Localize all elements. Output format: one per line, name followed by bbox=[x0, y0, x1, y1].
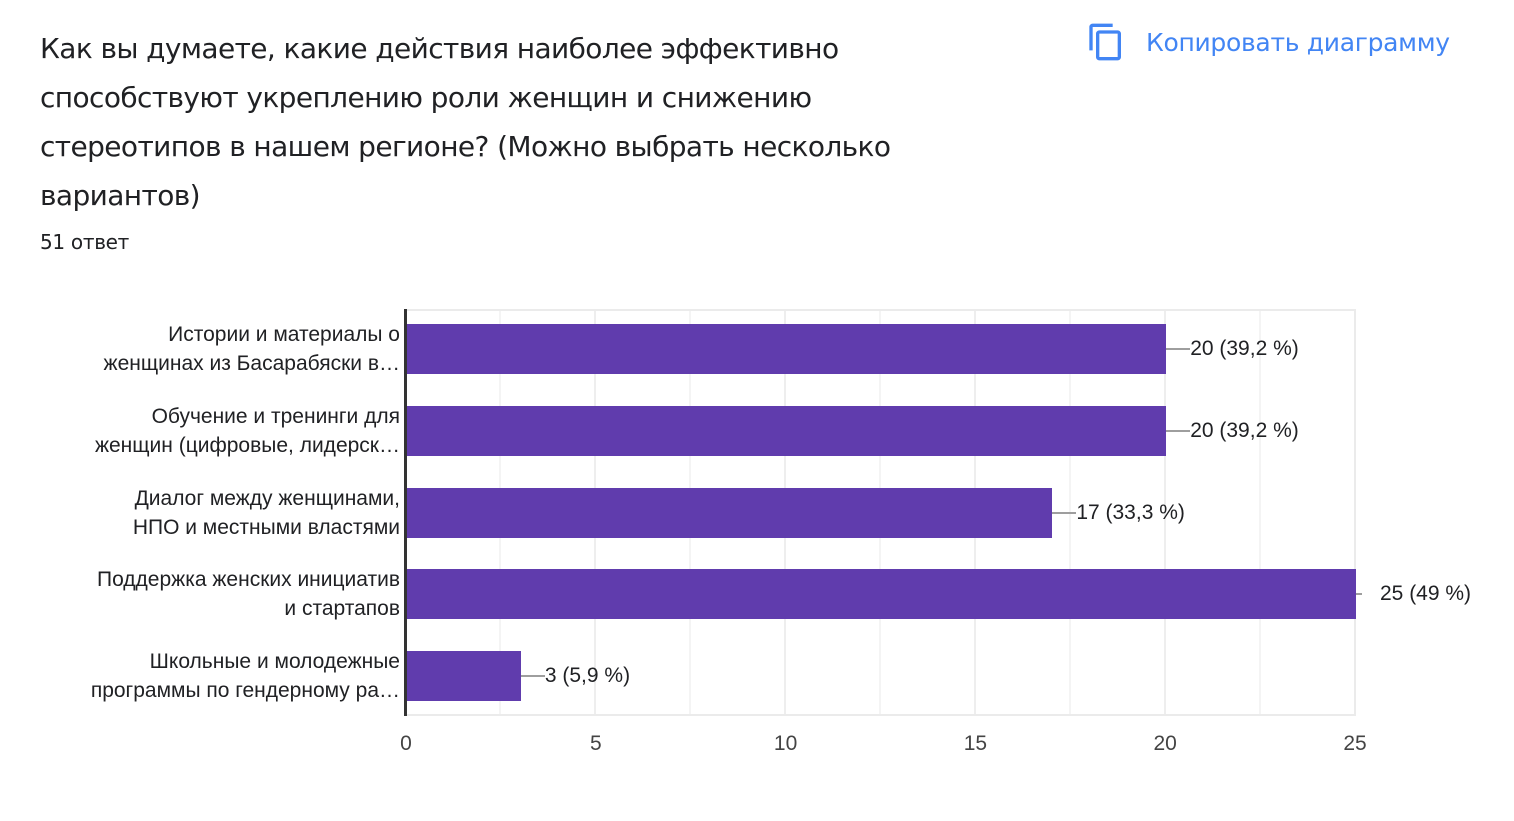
label-connector bbox=[1166, 348, 1191, 350]
x-tick-label: 10 bbox=[773, 732, 798, 755]
question-title: Как вы думаете, какие действия наиболее … bbox=[40, 32, 891, 212]
gridline bbox=[1259, 311, 1261, 714]
x-tick-label: 15 bbox=[963, 732, 988, 755]
label-connector bbox=[1166, 430, 1191, 432]
copy-chart-label: Копировать диаграмму bbox=[1146, 27, 1450, 57]
x-tick-label: 5 bbox=[589, 732, 602, 755]
x-tick-label: 0 bbox=[400, 732, 412, 755]
bar[interactable] bbox=[407, 488, 1053, 538]
category-label: Обучение и тренинги для женщин (цифровые,… bbox=[94, 405, 400, 457]
category-label: Диалог между женщинами, НПО и местными вл… bbox=[132, 487, 400, 539]
data-label: 20 (39,2 %) bbox=[1190, 337, 1299, 360]
response-count: 51 ответ bbox=[40, 230, 130, 254]
bar[interactable] bbox=[407, 569, 1356, 619]
bar[interactable] bbox=[407, 406, 1167, 456]
bar[interactable] bbox=[407, 324, 1167, 374]
x-tick-label: 25 bbox=[1343, 732, 1367, 755]
label-connector bbox=[520, 675, 545, 677]
category-label: Поддержка женских инициатив и стартапов bbox=[96, 568, 400, 620]
x-tick-label: 20 bbox=[1153, 732, 1177, 755]
y-axis-line bbox=[404, 309, 407, 716]
label-connector bbox=[1356, 593, 1362, 595]
copy-icon bbox=[1089, 23, 1121, 61]
label-connector bbox=[1052, 512, 1077, 514]
bar[interactable] bbox=[407, 651, 521, 701]
data-label: 20 (39,2 %) bbox=[1190, 419, 1299, 442]
data-label: 17 (33,3 %) bbox=[1076, 501, 1185, 524]
data-label: 3 (5,9 %) bbox=[544, 664, 631, 687]
category-label: Школьные и молодежные программы по гендер… bbox=[90, 650, 400, 702]
data-label: 25 (49 %) bbox=[1380, 582, 1472, 605]
category-label: Истории и материалы о женщинах из Басараб… bbox=[103, 323, 400, 375]
gridline bbox=[1164, 311, 1166, 714]
copy-chart-button[interactable]: Копировать диаграмму bbox=[1086, 20, 1450, 64]
